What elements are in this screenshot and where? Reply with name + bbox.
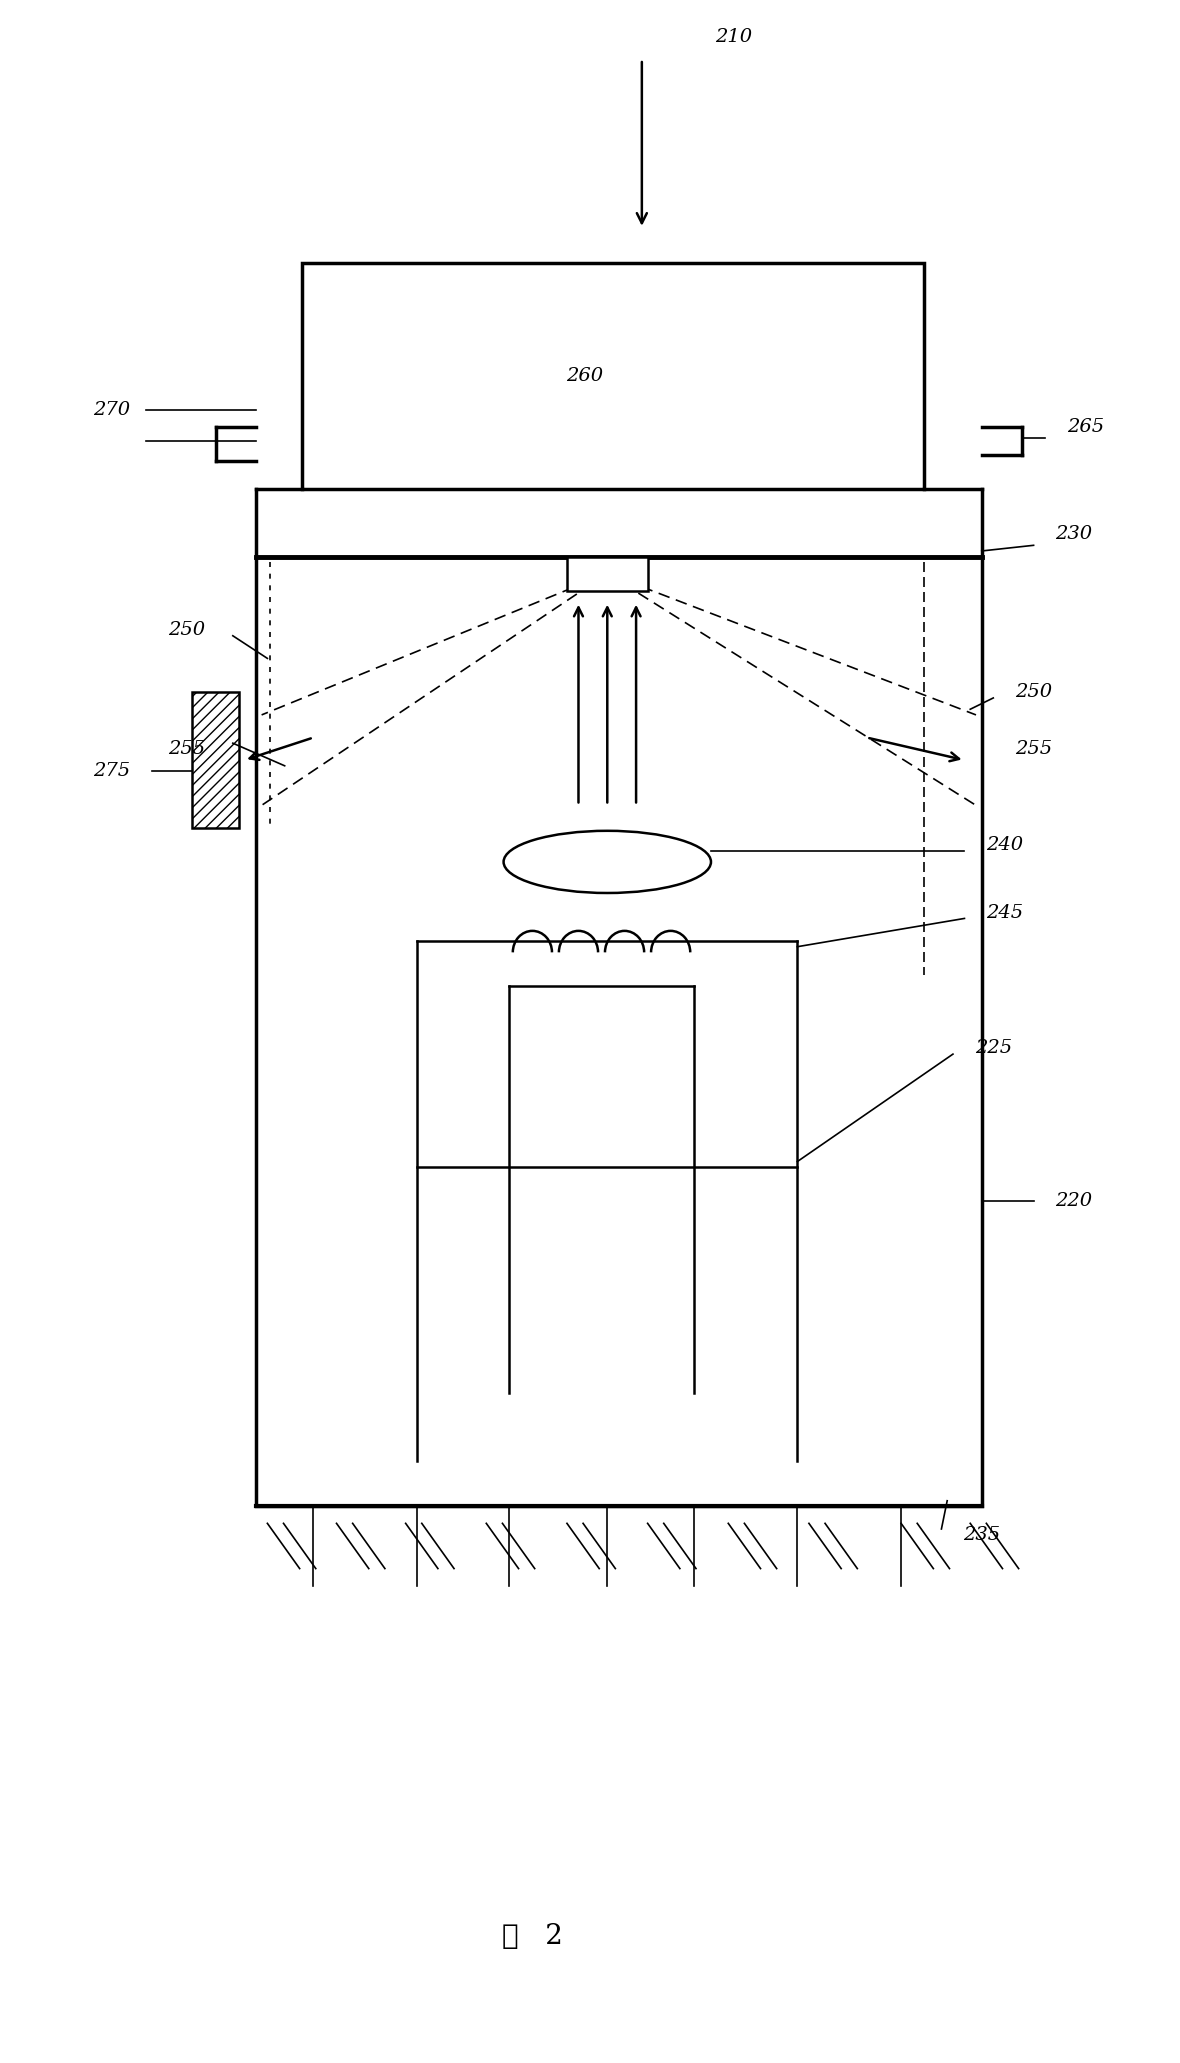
Text: 250: 250	[169, 621, 205, 640]
Bar	[192, 693, 238, 827]
Text: 245: 245	[986, 904, 1023, 922]
Text: 图   2: 图 2	[502, 1923, 563, 1950]
Text: 260: 260	[565, 367, 603, 384]
Text: 255: 255	[169, 741, 205, 757]
Text: 240: 240	[986, 836, 1023, 854]
Ellipse shape	[504, 831, 712, 893]
Text: 250: 250	[1015, 683, 1053, 701]
Bar	[256, 557, 982, 1506]
Bar	[302, 262, 924, 489]
Text: 210: 210	[715, 27, 753, 45]
Text: 275: 275	[93, 763, 131, 780]
Text: 255: 255	[1015, 741, 1053, 757]
Text: 230: 230	[1055, 524, 1093, 543]
Text: 235: 235	[963, 1527, 1001, 1543]
Text: 225: 225	[975, 1040, 1011, 1058]
Text: 220: 220	[1055, 1192, 1093, 1211]
Bar	[566, 557, 648, 590]
Text: 270: 270	[93, 400, 131, 419]
Text: 265: 265	[1067, 417, 1104, 435]
